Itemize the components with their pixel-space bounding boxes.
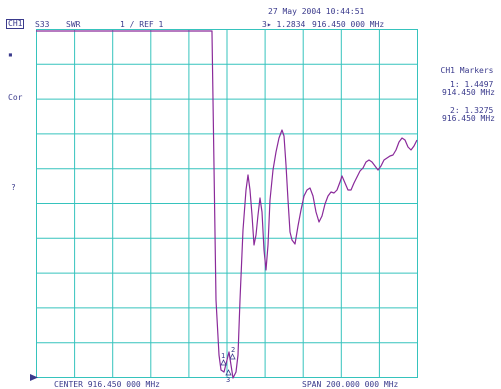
status-symbol: ▪ <box>8 50 13 59</box>
uncertain-indicator: ? <box>11 183 16 192</box>
grid <box>36 29 418 378</box>
center-frequency: CENTER 916.450 000 MHz <box>54 380 160 389</box>
markers-panel-title: CH1 Markers <box>440 66 494 75</box>
marker-3-label: 3 <box>226 376 231 384</box>
marker-2-frequency: 916.450 MHz <box>442 114 495 123</box>
span-frequency: SPAN 200.000 000 MHz <box>302 380 399 389</box>
marker-1-label: 1 <box>221 352 226 360</box>
active-marker-readout: 3▸ 1.2834 <box>262 20 306 29</box>
correction-indicator: Cor <box>8 93 23 102</box>
marker-1-value: 1: 1.4497 <box>450 80 494 89</box>
channel-indicator: CH1 <box>6 19 25 29</box>
marker-2-icon <box>229 353 236 360</box>
active-marker-frequency: 916.450 000 MHz <box>312 20 385 29</box>
format-label: SWR <box>66 20 81 29</box>
marker-1-frequency: 914.450 MHz <box>442 88 495 97</box>
swr-trace <box>36 30 418 379</box>
marker-1-icon <box>220 359 227 366</box>
date-time: 27 May 2004 10:44:51 <box>268 7 365 16</box>
parameter-label: S33 <box>35 20 50 29</box>
marker-3-icon <box>225 369 232 376</box>
scale-reference-label: 1 / REF 1 <box>120 20 164 29</box>
marker-2-label: 2 <box>231 346 236 354</box>
marker-2-value: 2: 1.3275 <box>450 106 494 115</box>
reference-position-icon <box>30 374 38 381</box>
